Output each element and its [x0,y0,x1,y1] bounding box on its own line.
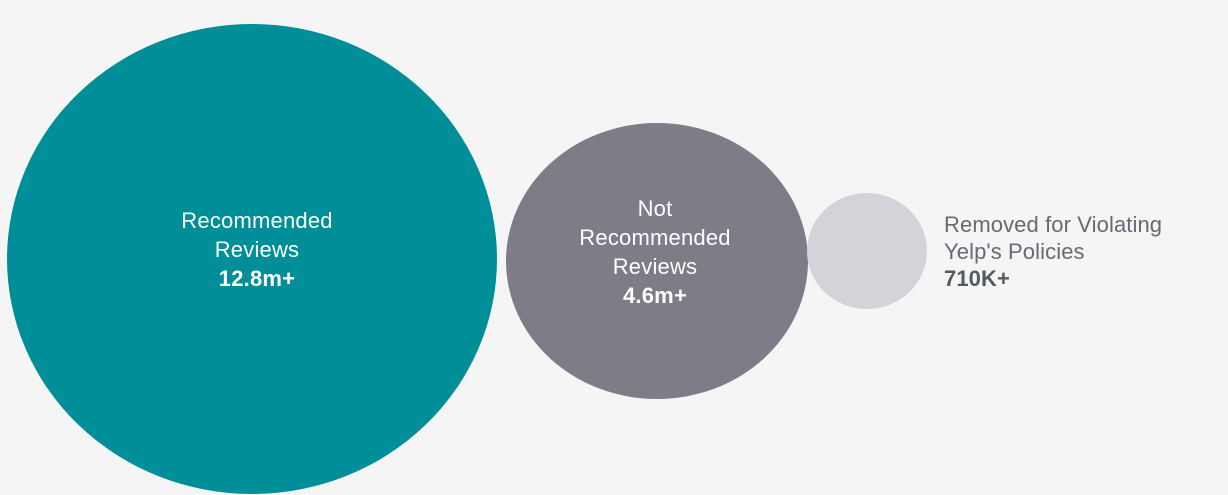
not-recommended-reviews-label-line-1: Not [637,196,673,221]
recommended-reviews-bubble [7,24,497,494]
recommended-reviews-value: 12.8m+ [218,266,296,291]
not-recommended-reviews-bubble [506,123,808,399]
not-recommended-reviews-label-line-2: Recommended [579,225,731,250]
not-recommended-reviews-label-line-3: Reviews [612,254,698,279]
recommended-reviews-label-line-1: Recommended [181,208,333,233]
recommended-reviews-label: Recommended Reviews 12.8m+ [107,206,407,293]
removed-reviews-value: 710K+ [944,266,1010,291]
recommended-reviews-label-line-2: Reviews [214,237,300,262]
removed-reviews-label-line-2: Yelp's Policies [944,239,1085,264]
removed-reviews-label: Removed for Violating Yelp's Policies 71… [944,211,1228,292]
removed-reviews-label-line-1: Removed for Violating [944,212,1163,237]
removed-reviews-bubble [807,193,927,309]
not-recommended-reviews-label: Not Recommended Reviews 4.6m+ [545,194,765,310]
not-recommended-reviews-value: 4.6m+ [623,283,687,308]
